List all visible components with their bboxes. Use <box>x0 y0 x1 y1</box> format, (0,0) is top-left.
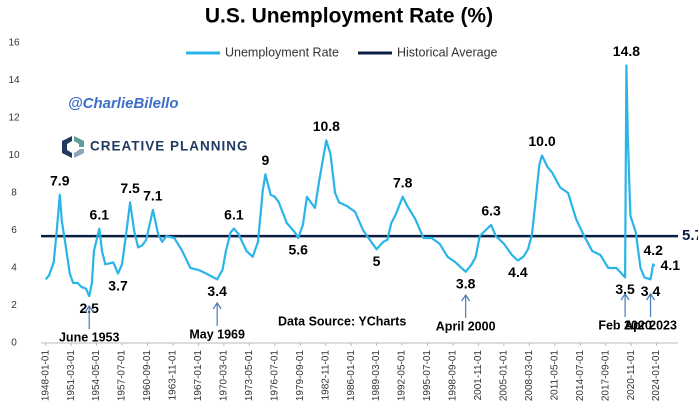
x-tick-label: 1973-05-01 <box>244 350 255 402</box>
annotation: 5 <box>373 253 381 269</box>
chart-title: U.S. Unemployment Rate (%) <box>205 5 493 28</box>
annotation: 6.1 <box>90 206 110 222</box>
y-tick-label: 6 <box>11 225 17 236</box>
x-tick-label: 1986-01-01 <box>346 350 357 402</box>
annotation: 4.1 <box>661 257 681 273</box>
x-tick-label: 1992-05-01 <box>397 350 408 402</box>
annotation: 5.6 <box>288 242 308 258</box>
date-caption: April 2000 <box>436 319 496 333</box>
legend-label: Historical Average <box>397 45 498 59</box>
annotation: 3.4 <box>641 283 661 299</box>
x-tick-label: 1989-03-01 <box>371 350 382 402</box>
x-tick-label: 1970-03-01 <box>219 350 230 402</box>
x-tick-label: 2011-05-01 <box>549 350 560 401</box>
x-tick-label: 2005-01-01 <box>498 350 509 402</box>
legend-label: Unemployment Rate <box>225 45 339 59</box>
x-tick-label: 1954-05-01 <box>91 350 102 402</box>
y-tick-label: 10 <box>8 150 20 161</box>
average-label: 5.7 <box>682 227 698 244</box>
series-line <box>44 64 656 298</box>
date-caption: Apr 2023 <box>624 318 677 332</box>
annotation: 7.1 <box>143 188 163 204</box>
annotation: 10.0 <box>528 133 555 149</box>
date-caption: June 1953 <box>59 330 120 344</box>
x-tick-label: 2020-11-01 <box>626 350 637 401</box>
caption-arrowhead <box>646 292 656 301</box>
y-tick-label: 16 <box>8 38 20 49</box>
x-tick-label: 1960-09-01 <box>142 350 153 402</box>
x-tick-label: 1976-07-01 <box>269 350 280 402</box>
annotation: 6.1 <box>224 206 244 222</box>
y-tick-label: 0 <box>11 338 17 349</box>
y-tick-label: 8 <box>11 188 17 199</box>
annotation: 6.3 <box>481 203 501 219</box>
y-tick-label: 4 <box>11 263 17 274</box>
annotation: 14.8 <box>613 43 640 59</box>
handle: @CharlieBilello <box>68 95 179 112</box>
brand: CREATIVE PLANNING <box>90 139 249 154</box>
brand-logo <box>62 136 84 158</box>
annotation: 3.8 <box>456 275 476 291</box>
annotation: 7.5 <box>120 180 140 196</box>
x-tick-label: 1957-07-01 <box>117 350 128 402</box>
y-tick-label: 12 <box>8 113 20 124</box>
x-tick-label: 2024-01-01 <box>651 350 662 402</box>
annotation: 7.9 <box>50 173 70 189</box>
x-tick-label: 1963-11-01 <box>168 350 179 401</box>
x-tick-label: 1982-11-01 <box>320 350 331 401</box>
x-tick-label: 1998-09-01 <box>448 350 459 402</box>
x-tick-label: 1979-09-01 <box>295 350 306 402</box>
annotation: 4.4 <box>508 264 528 280</box>
annotation: 3.7 <box>108 277 128 293</box>
x-tick-label: 2014-07-01 <box>575 350 586 402</box>
caption-arrowhead <box>212 301 222 310</box>
x-tick-label: 2017-09-01 <box>600 350 611 402</box>
annotation: 3.4 <box>207 283 227 299</box>
caption-arrowhead <box>84 304 94 313</box>
caption-arrowhead <box>620 292 630 301</box>
x-tick-label: 1995-07-01 <box>422 350 433 402</box>
annotation: 4.2 <box>643 242 663 258</box>
date-caption: May 1969 <box>189 327 245 341</box>
x-tick-label: 1967-01-01 <box>193 350 204 402</box>
date-caption: Feb 2020 <box>598 318 652 332</box>
x-tick-label: 2008-03-01 <box>524 350 535 402</box>
caption-arrowhead <box>461 293 471 302</box>
annotation: 3.5 <box>615 281 635 297</box>
annotation: 7.8 <box>393 174 413 190</box>
annotation: 9 <box>261 152 269 168</box>
x-tick-label: 1948-01-01 <box>40 350 51 402</box>
y-tick-label: 14 <box>8 75 20 86</box>
source-note: Data Source: YCharts <box>278 314 406 328</box>
x-tick-label: 2001-11-01 <box>473 350 484 401</box>
annotation: 10.8 <box>313 118 340 134</box>
y-tick-label: 2 <box>11 300 17 311</box>
x-tick-label: 1951-03-01 <box>66 350 77 402</box>
